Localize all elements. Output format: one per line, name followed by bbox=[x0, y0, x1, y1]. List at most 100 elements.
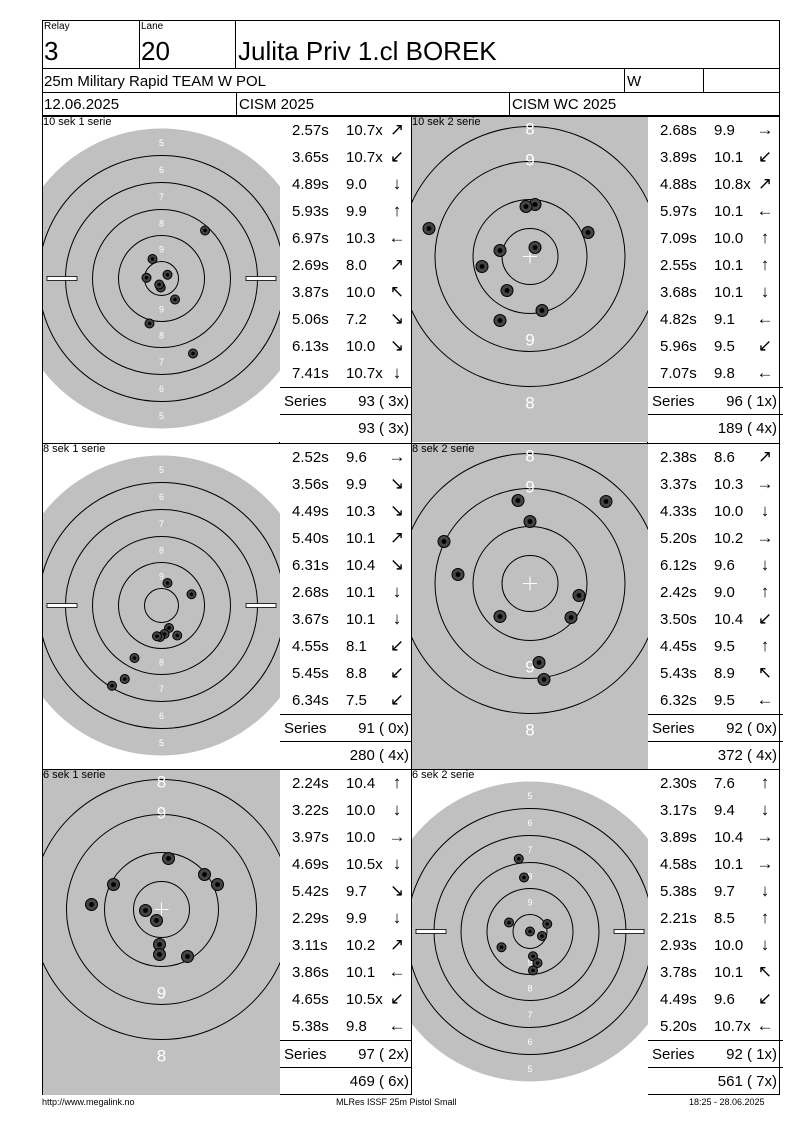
shot-score: 10.1 bbox=[714, 203, 744, 220]
shot-row: 3.50s 10.4 ↙ bbox=[648, 606, 783, 633]
shot-row: 4.49s 9.6 ↙ bbox=[648, 986, 783, 1013]
ring-8 bbox=[434, 488, 626, 679]
shot-time: 3.67s bbox=[292, 611, 329, 628]
panel-title: 10 sek 2 serie bbox=[412, 116, 481, 128]
ring-7 bbox=[412, 126, 648, 387]
shot-row: 6.97s 10.3 ← bbox=[280, 225, 415, 252]
shot-score: 10.7x bbox=[346, 365, 383, 382]
shot-time: 6.31s bbox=[292, 557, 329, 574]
shot-hole-center bbox=[154, 918, 159, 923]
direction-arrow-icon: ↙ bbox=[757, 989, 773, 1008]
shot-time: 2.38s bbox=[660, 449, 697, 466]
direction-arrow-icon: ↙ bbox=[757, 609, 773, 628]
shot-row: 4.55s 8.1 ↙ bbox=[280, 633, 415, 660]
ring-label: 9 bbox=[157, 804, 166, 823]
direction-arrow-icon: ↙ bbox=[389, 690, 405, 709]
footer-timestamp: 18:25 - 28.06.2025 bbox=[689, 1097, 765, 1107]
shot-time: 3.22s bbox=[292, 802, 329, 819]
shot-time: 4.49s bbox=[292, 503, 329, 520]
shot-score: 10.0 bbox=[714, 503, 744, 520]
direction-arrow-icon: ↑ bbox=[760, 582, 770, 601]
shot-hole-center bbox=[497, 248, 503, 253]
shot-score: 9.7 bbox=[346, 883, 367, 900]
shot-row: 2.57s 10.7x ↗ bbox=[280, 117, 415, 144]
shot-score: 8.1 bbox=[346, 638, 367, 655]
direction-arrow-icon: ↗ bbox=[389, 935, 405, 954]
shot-score: 10.1 bbox=[346, 611, 376, 628]
shot-time: 3.37s bbox=[660, 476, 697, 493]
shot-row: 4.65s 10.5x ↙ bbox=[280, 986, 415, 1013]
shot-row: 4.49s 10.3 ↘ bbox=[280, 498, 415, 525]
series-label: Series bbox=[652, 393, 695, 410]
total-row: 189 ( 4x) bbox=[648, 414, 783, 442]
direction-arrow-icon: → bbox=[756, 827, 774, 846]
shot-hole-center bbox=[539, 308, 545, 313]
shot-hole-center bbox=[541, 677, 547, 682]
shot-score: 9.9 bbox=[714, 122, 735, 139]
ring-label: 6 bbox=[159, 165, 164, 175]
total-row: 93 ( 3x) bbox=[280, 414, 415, 442]
shot-row: 2.68s 9.9 → bbox=[648, 117, 783, 144]
ring-label: 7 bbox=[159, 357, 164, 367]
shot-row: 5.43s 8.9 ↖ bbox=[648, 660, 783, 687]
shot-hole-center bbox=[515, 498, 521, 503]
ring-label: 7 bbox=[159, 684, 164, 694]
shot-score: 10.8x bbox=[714, 176, 751, 193]
shot-hole-center bbox=[516, 856, 521, 861]
shot-row: 3.87s 10.0 ↖ bbox=[280, 279, 415, 306]
direction-arrow-icon: → bbox=[756, 120, 774, 139]
ring-9 bbox=[118, 562, 205, 649]
shooter-name: Julita Priv 1.cl BOREK bbox=[238, 36, 497, 66]
shot-row: 5.20s 10.7x ← bbox=[648, 1013, 783, 1040]
shot-time: 3.89s bbox=[660, 149, 697, 166]
shot-row: 2.24s 10.4 ↑ bbox=[280, 770, 415, 797]
shot-score: 10.0 bbox=[346, 284, 376, 301]
ring-10 bbox=[133, 881, 190, 938]
shot-hole-center bbox=[585, 230, 591, 235]
shot-time: 2.57s bbox=[292, 122, 329, 139]
direction-arrow-icon: ↓ bbox=[392, 609, 402, 628]
target-4: 8 9 9 8 bbox=[412, 444, 648, 769]
shot-score: 7.2 bbox=[346, 311, 367, 328]
lane-label: Lane bbox=[141, 21, 164, 32]
total-row: 280 ( 4x) bbox=[280, 741, 415, 769]
shot-score: 10.0 bbox=[714, 937, 744, 954]
ring-label: 8 bbox=[159, 546, 164, 556]
lane-value: 20 bbox=[141, 36, 170, 66]
ring-label: 8 bbox=[159, 658, 164, 668]
shot-row: 3.37s 10.3 → bbox=[648, 471, 783, 498]
shot-row: 4.45s 9.5 ↑ bbox=[648, 633, 783, 660]
shot-time: 4.65s bbox=[292, 991, 329, 1008]
shot-row: 4.88s 10.8x ↗ bbox=[648, 171, 783, 198]
ring-label: 6 bbox=[159, 492, 164, 502]
series-score: 91 ( 0x) bbox=[358, 720, 409, 737]
shot-score: 10.4 bbox=[714, 829, 744, 846]
ring-6 bbox=[43, 482, 280, 729]
series-label: Series bbox=[284, 1046, 327, 1063]
shot-hole-center bbox=[522, 875, 526, 880]
shot-score: 10.5x bbox=[346, 856, 383, 873]
shot-row: 3.67s 10.1 ↓ bbox=[280, 606, 415, 633]
series-score: 92 ( 0x) bbox=[726, 720, 777, 737]
target-svg: 8 9 9 8 bbox=[412, 444, 648, 769]
shot-score: 9.7 bbox=[714, 883, 735, 900]
ring-7 bbox=[412, 453, 648, 714]
shot-hole-center bbox=[540, 934, 544, 938]
shot-score: 9.6 bbox=[714, 557, 735, 574]
panel-divider bbox=[42, 116, 779, 117]
shot-hole-center bbox=[191, 351, 195, 356]
ring-label: 8 bbox=[525, 394, 534, 413]
direction-arrow-icon: ↙ bbox=[757, 147, 773, 166]
ring-label: 8 bbox=[527, 872, 532, 882]
ring-label: 9 bbox=[525, 151, 534, 170]
shot-score: 10.3 bbox=[346, 503, 376, 520]
target-6: 5 5 6 6 7 7 8 8 9 9 bbox=[412, 770, 648, 1095]
running-total: 189 ( 4x) bbox=[717, 420, 777, 437]
direction-arrow-icon: ↗ bbox=[757, 174, 773, 193]
shot-time: 5.43s bbox=[660, 665, 697, 682]
ring-label: 8 bbox=[157, 773, 166, 792]
footer-url[interactable]: http://www.megalink.no bbox=[42, 1097, 135, 1107]
shot-row: 6.13s 10.0 ↘ bbox=[280, 333, 415, 360]
shot-hole-center bbox=[528, 929, 532, 934]
shot-time: 3.89s bbox=[660, 829, 697, 846]
